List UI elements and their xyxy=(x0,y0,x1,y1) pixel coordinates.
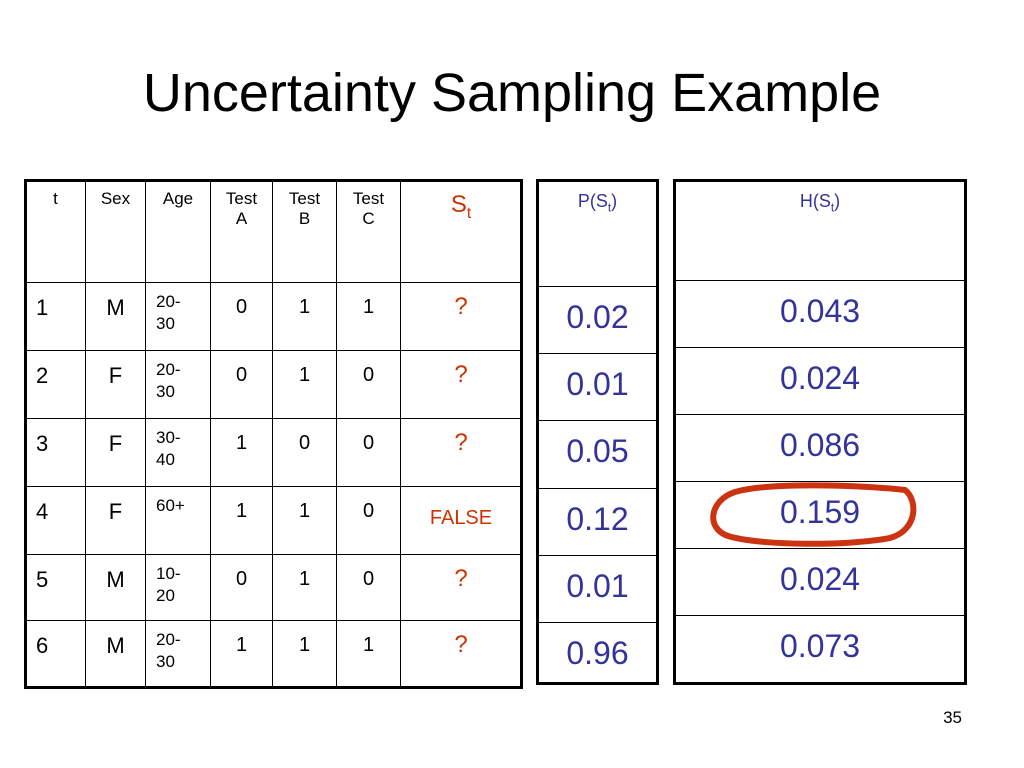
header-text: P(S xyxy=(577,191,608,211)
header-text: S xyxy=(450,191,467,218)
page-number: 35 xyxy=(943,708,962,727)
header-text: ) xyxy=(611,191,618,211)
table-frame xyxy=(24,179,523,689)
table-frame xyxy=(536,179,659,685)
header-text: ) xyxy=(834,191,841,211)
header-text: H(S xyxy=(799,191,831,211)
table-frame xyxy=(673,179,967,685)
header-subscript: t xyxy=(830,201,835,215)
table-cell: 30-40 xyxy=(145,418,211,487)
table-cell: 20-30 xyxy=(145,350,211,419)
slide-title: Uncertainty Sampling Example xyxy=(142,63,882,123)
header-subscript: t xyxy=(466,204,472,222)
header-subscript: t xyxy=(607,201,612,215)
